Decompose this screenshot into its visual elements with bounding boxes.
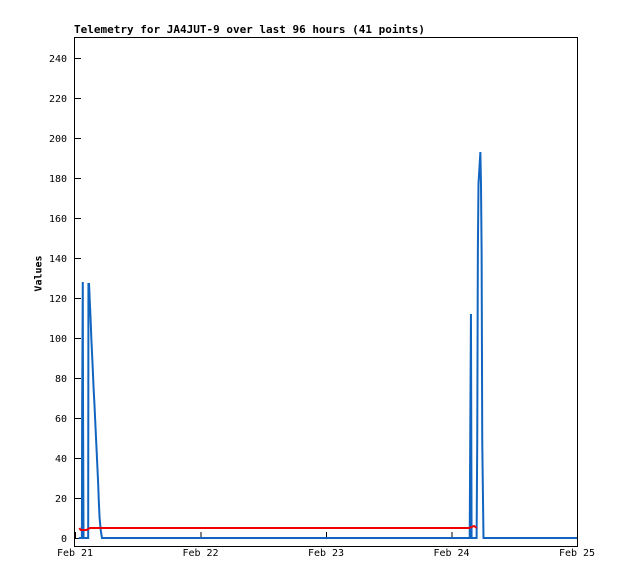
y-tick-label: 80 (55, 374, 67, 385)
y-axis-ticks: 0 20 40 60 80 100 120 140 160 180 200 220 240 (49, 54, 81, 545)
y-tick-label: 220 (49, 94, 67, 105)
y-tick-label: 0 (61, 534, 67, 545)
y-tick-label: 200 (49, 134, 67, 145)
x-tick-label: Feb 23 (308, 548, 344, 559)
series-values (78, 151, 577, 539)
chart-title: Telemetry for JA4JUT-9 over last 96 hour… (74, 23, 425, 36)
y-tick-label: 100 (49, 334, 67, 345)
y-tick-label: 20 (55, 494, 67, 505)
y-tick-label: 60 (55, 414, 67, 425)
x-axis-ticks: Feb 21 Feb 22 Feb 23 Feb 24 Feb 25 (57, 532, 595, 559)
x-tick-label: Feb 21 (57, 548, 93, 559)
y-tick-label: 140 (49, 254, 67, 265)
y-tick-label: 240 (49, 54, 67, 65)
plot-frame (74, 37, 578, 547)
x-tick-label: Feb 24 (433, 548, 469, 559)
y-tick-label: 180 (49, 174, 67, 185)
y-tick-label: 40 (55, 454, 67, 465)
y-tick-label: 120 (49, 294, 67, 305)
series-baseline (78, 524, 478, 531)
data-series-group (78, 151, 577, 539)
x-tick-label: Feb 22 (182, 548, 218, 559)
x-tick-label: Feb 25 (559, 548, 595, 559)
y-tick-label: 160 (49, 214, 67, 225)
